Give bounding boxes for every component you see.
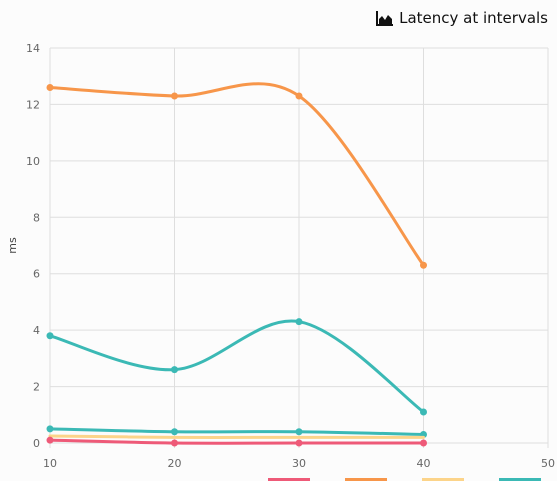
- series-line-1: [48, 319, 425, 414]
- series-line-3: [48, 434, 425, 439]
- legend-swatch: [345, 478, 387, 481]
- y-axis-label: ms: [6, 237, 19, 254]
- y-tick-label: 0: [33, 437, 40, 450]
- series-point: [295, 428, 303, 436]
- series-point: [295, 439, 303, 447]
- series-point: [171, 439, 178, 447]
- y-tick-label: 2: [33, 381, 40, 394]
- legend-swatch: [268, 478, 310, 481]
- series-point: [295, 92, 303, 100]
- series-point: [46, 425, 54, 433]
- chart-title: Latency at intervals: [399, 9, 548, 27]
- x-tick-label: 40: [417, 457, 431, 470]
- y-tick-label: 10: [26, 155, 40, 168]
- series-point: [171, 92, 178, 100]
- x-tick-label: 10: [43, 457, 57, 470]
- y-tick-label: 6: [33, 268, 40, 281]
- series-point: [420, 261, 427, 269]
- series-point: [171, 366, 178, 374]
- series-point: [420, 439, 427, 447]
- y-tick-label: 14: [26, 42, 40, 55]
- x-tick-label: 20: [168, 457, 182, 470]
- legend-swatch: [499, 478, 541, 481]
- x-tick-label: 50: [541, 457, 555, 470]
- series-point: [420, 408, 427, 416]
- series-line-2: [48, 427, 425, 437]
- y-tick-label: 12: [26, 98, 40, 111]
- area-chart-icon: [376, 11, 394, 26]
- series-line-4: [48, 438, 425, 445]
- series-point: [46, 436, 54, 444]
- x-tick-label: 30: [292, 457, 306, 470]
- series-point: [46, 332, 54, 340]
- series-point: [171, 428, 178, 436]
- series-point: [46, 84, 54, 91]
- series-point: [295, 318, 303, 326]
- series-line-0: [48, 82, 425, 267]
- y-tick-label: 4: [33, 324, 40, 337]
- legend-swatch: [422, 478, 464, 481]
- chart-header: Latency at intervals: [376, 7, 548, 29]
- y-tick-label: 8: [33, 211, 40, 224]
